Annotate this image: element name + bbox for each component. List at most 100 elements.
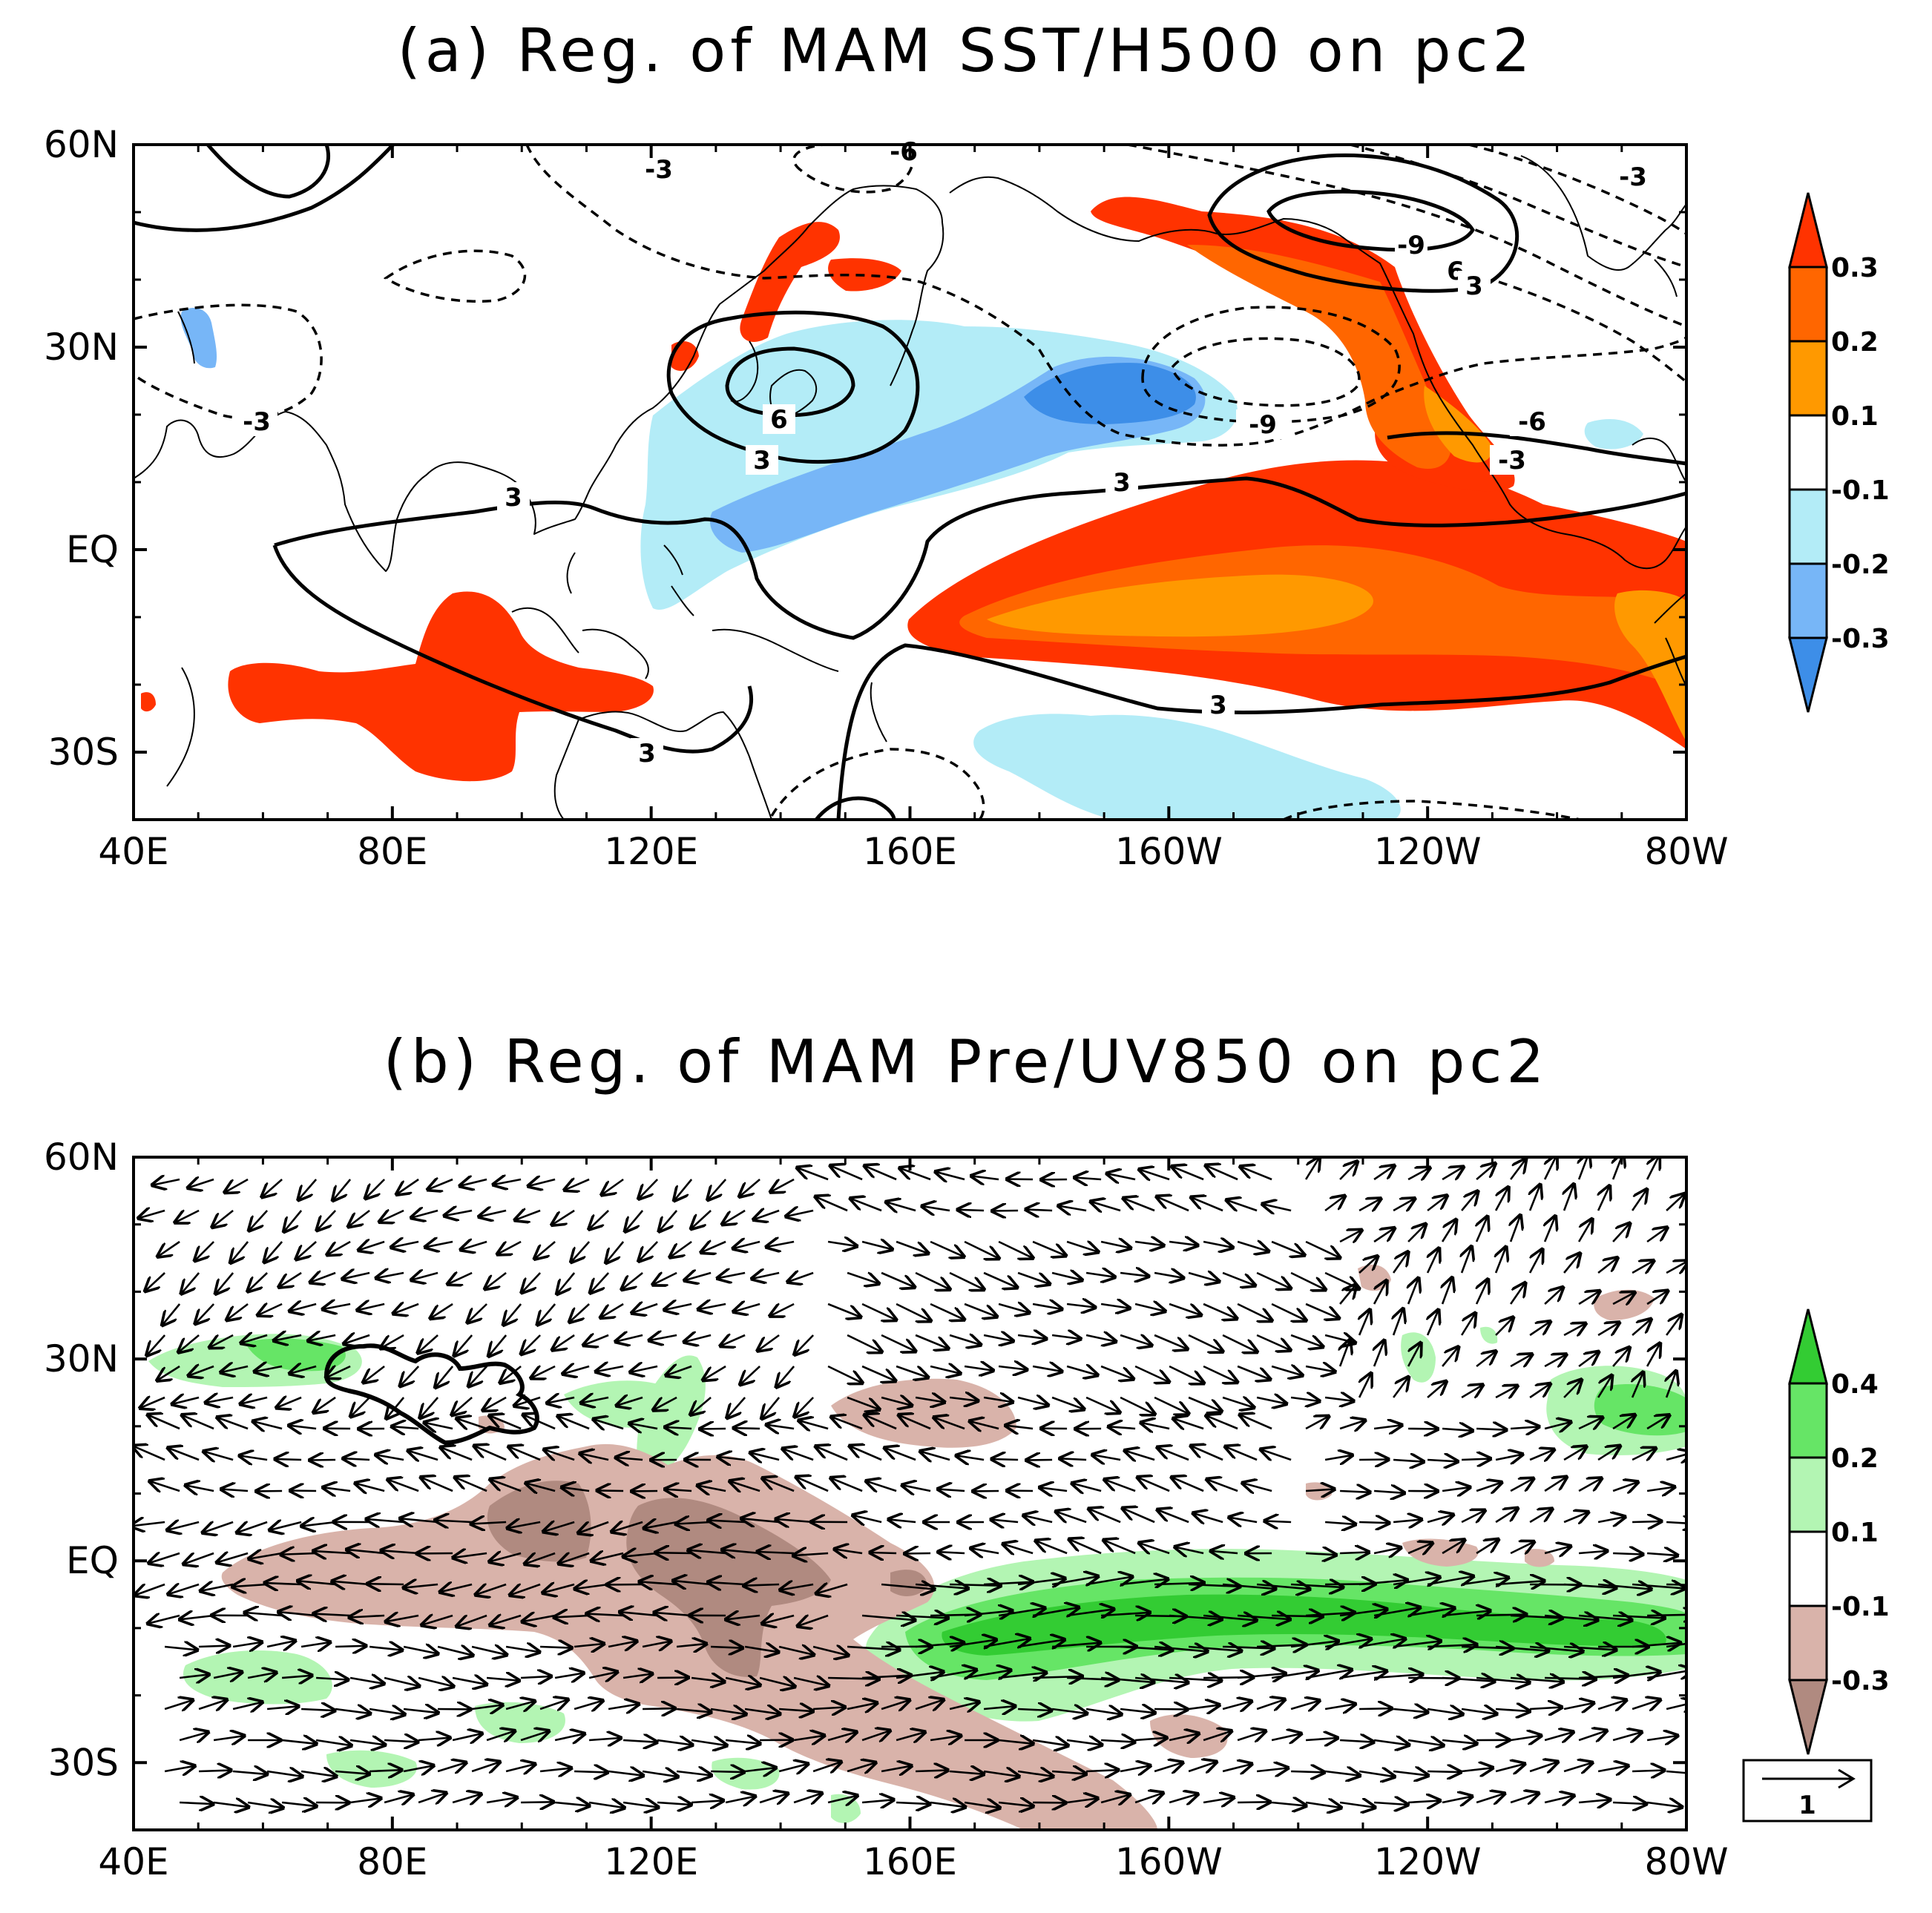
wind-vector bbox=[1476, 1216, 1488, 1242]
wind-vector bbox=[1339, 1802, 1375, 1808]
wind-vector bbox=[1373, 1166, 1394, 1181]
wind-vector bbox=[1373, 1740, 1409, 1745]
wind-vector bbox=[1442, 1167, 1463, 1179]
wind-vector bbox=[1340, 1491, 1370, 1492]
wind-vector bbox=[726, 1616, 760, 1619]
wind-vector bbox=[654, 1613, 692, 1616]
wind-vector bbox=[428, 1179, 453, 1190]
wind-vector bbox=[949, 1271, 984, 1289]
wind-vector bbox=[793, 1794, 821, 1802]
wind-vector bbox=[367, 1519, 404, 1522]
wind-vector bbox=[1544, 1616, 1597, 1620]
wind-vector bbox=[964, 1240, 999, 1258]
wind-vector bbox=[296, 1241, 317, 1260]
wind-vector bbox=[1544, 1477, 1566, 1492]
wind-vector bbox=[281, 1676, 312, 1678]
wind-vector bbox=[1374, 1491, 1404, 1493]
wind-vector bbox=[631, 1366, 658, 1372]
wind-vector bbox=[617, 1397, 643, 1406]
wind-vector bbox=[408, 1451, 438, 1460]
wind-vector bbox=[1291, 1584, 1343, 1587]
wind-vector bbox=[548, 1397, 575, 1403]
wind-vector bbox=[1632, 1643, 1680, 1647]
wind-vector bbox=[1027, 1460, 1053, 1461]
wind-vector bbox=[570, 1303, 590, 1322]
wind-vector bbox=[786, 1211, 814, 1216]
contour-label: -3 bbox=[645, 155, 673, 185]
wind-vector bbox=[1579, 1676, 1628, 1678]
wind-vector bbox=[674, 1581, 712, 1584]
wind-vector bbox=[1172, 1478, 1204, 1492]
wind-vector bbox=[1461, 1385, 1482, 1397]
wind-vector bbox=[1120, 1709, 1154, 1713]
wind-vector bbox=[436, 1521, 473, 1523]
wind-vector bbox=[733, 1242, 760, 1248]
wind-vector bbox=[247, 1802, 283, 1808]
wind-vector bbox=[1442, 1487, 1470, 1491]
wind-vector bbox=[1393, 1460, 1423, 1462]
colorbar-cap bbox=[1788, 1679, 1828, 1755]
wind-vector bbox=[1476, 1794, 1505, 1802]
wind-vector bbox=[779, 1709, 812, 1711]
contour-line bbox=[134, 303, 323, 420]
wind-vector bbox=[1072, 1484, 1102, 1491]
wind-vector bbox=[262, 1179, 283, 1197]
wind-vector bbox=[1476, 1483, 1502, 1491]
wind-vector bbox=[490, 1480, 522, 1492]
wind-vector bbox=[301, 1709, 335, 1710]
wind-vector bbox=[1066, 1740, 1102, 1745]
wind-vector bbox=[332, 1581, 370, 1584]
wind-vector bbox=[754, 1211, 780, 1219]
wind-vector bbox=[505, 1764, 535, 1771]
wind-vector bbox=[1237, 1731, 1265, 1740]
wind-vector bbox=[145, 1272, 165, 1291]
contour-label: 6 bbox=[770, 405, 788, 435]
wind-vector bbox=[691, 1397, 712, 1415]
wind-vector bbox=[314, 1551, 351, 1553]
wind-vector bbox=[1393, 1577, 1439, 1584]
wind-vector bbox=[934, 1418, 965, 1430]
wind-vector bbox=[1408, 1801, 1440, 1803]
wind-vector bbox=[1632, 1584, 1685, 1588]
wind-vector bbox=[359, 1242, 385, 1250]
wind-vector bbox=[1223, 1647, 1274, 1648]
wind-vector bbox=[1051, 1335, 1080, 1339]
wind-vector bbox=[744, 1584, 780, 1586]
wind-vector bbox=[723, 1209, 746, 1224]
wind-vector bbox=[1511, 1426, 1539, 1429]
wind-vector bbox=[861, 1800, 893, 1802]
wind-vector bbox=[1123, 1199, 1155, 1212]
lat-label: EQ bbox=[66, 528, 119, 571]
wind-vector bbox=[711, 1647, 742, 1648]
wind-vector bbox=[309, 1335, 336, 1341]
wind-vector bbox=[752, 1273, 780, 1279]
wind-vector bbox=[1306, 1489, 1334, 1491]
wind-vector bbox=[1075, 1178, 1102, 1180]
wind-vector bbox=[1374, 1340, 1384, 1367]
wind-vector bbox=[1056, 1512, 1087, 1522]
wind-vector bbox=[1612, 1348, 1629, 1367]
wind-vector bbox=[489, 1334, 507, 1356]
wind-vector bbox=[507, 1522, 541, 1528]
wind-vector bbox=[1460, 1314, 1475, 1336]
wind-vector bbox=[915, 1397, 944, 1402]
wind-vector bbox=[528, 1179, 556, 1186]
wind-vector bbox=[216, 1272, 234, 1294]
panel-a-axes: 60N 30N EQ 30S 40E 80E 120E 160E 160W 120W 80W bbox=[44, 123, 1729, 873]
contour-label: -9 bbox=[1249, 410, 1277, 440]
wind-vector bbox=[520, 1731, 548, 1740]
wind-vector bbox=[323, 1487, 351, 1491]
wind-vector bbox=[1359, 1310, 1370, 1336]
wind-vector bbox=[1666, 1261, 1686, 1273]
wind-vector bbox=[222, 1489, 249, 1491]
colorbar-box bbox=[1788, 562, 1828, 639]
wind-vector bbox=[998, 1673, 1046, 1678]
wind-vector bbox=[1494, 1188, 1508, 1211]
wind-vector bbox=[275, 1335, 302, 1340]
wind-vector bbox=[217, 1418, 249, 1430]
wind-vector bbox=[685, 1273, 712, 1280]
wind-vector bbox=[1169, 1303, 1200, 1315]
wind-vector bbox=[1290, 1397, 1319, 1401]
wind-vector bbox=[740, 1179, 760, 1196]
wind-vector bbox=[762, 1397, 781, 1418]
